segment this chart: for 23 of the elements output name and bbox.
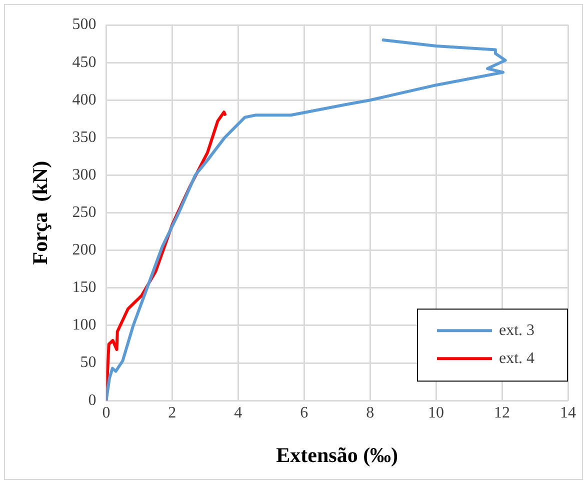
y-tick-label: 300 — [72, 166, 96, 184]
y-tick-label: 500 — [72, 16, 96, 34]
y-tick-label: 450 — [72, 54, 96, 71]
x-tick-label: 12 — [494, 404, 510, 422]
x-tick-label: 10 — [428, 404, 444, 422]
x-tick-label: 6 — [300, 404, 308, 422]
x-axis-title: Extensão (‰) — [276, 442, 398, 467]
x-tick-label: 4 — [234, 404, 242, 422]
y-tick-label: 250 — [72, 204, 96, 222]
x-tick-label: 0 — [102, 404, 110, 422]
x-tick-label: 14 — [560, 404, 576, 422]
legend-label: ext. 4 — [499, 350, 535, 367]
y-tick-label: 50 — [80, 354, 96, 372]
x-tick-label: 2 — [168, 404, 176, 422]
x-tick-label: 8 — [366, 404, 374, 422]
y-tick-label: 200 — [72, 242, 96, 259]
y-tick-label: 400 — [72, 91, 96, 108]
legend-label: ext. 3 — [499, 322, 535, 339]
y-tick-label: 100 — [72, 316, 96, 334]
y-tick-label: 350 — [72, 128, 96, 146]
y-tick-label: 150 — [72, 279, 96, 296]
y-axis-title: Força (kN) — [28, 160, 52, 265]
y-tick-label: 0 — [88, 392, 96, 409]
